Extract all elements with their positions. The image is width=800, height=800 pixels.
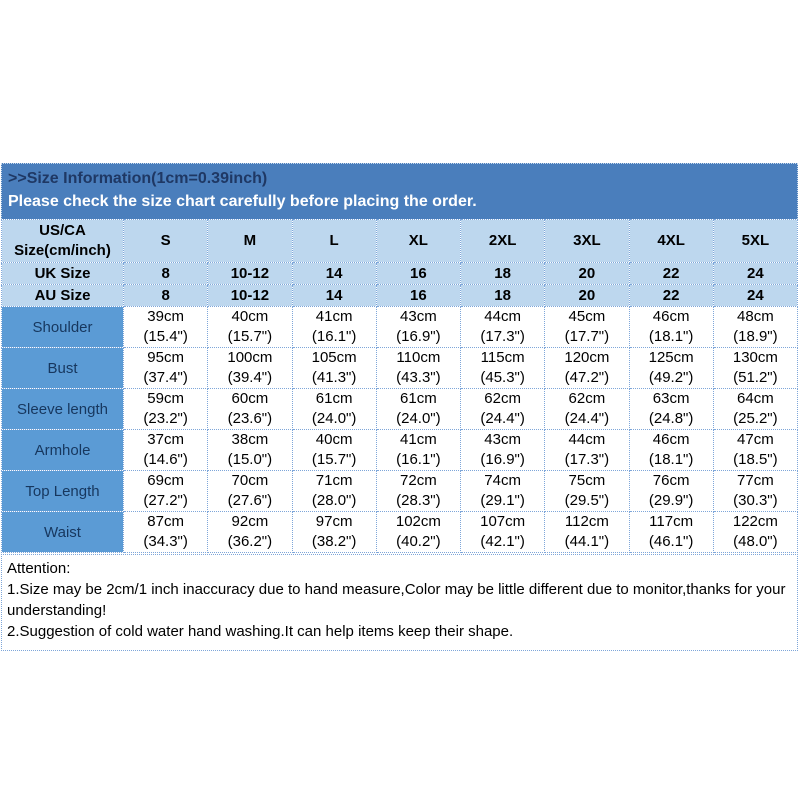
measurement-row-sleeve-length: Sleeve length 59cm (23.2") 60cm (23.6") …	[1, 388, 799, 430]
table-cell: 38cm (15.0")	[207, 429, 293, 471]
table-cell: 44cm (17.3")	[544, 429, 630, 471]
attention-note: Attention: 1.Size may be 2cm/1 inch inac…	[1, 554, 798, 651]
attention-line-1: 1.Size may be 2cm/1 inch inaccuracy due …	[7, 581, 786, 619]
table-cell: 62cm (24.4")	[544, 388, 630, 430]
measurement-row-armhole: Armhole 37cm (14.6") 38cm (15.0") 40cm (…	[1, 429, 799, 471]
table-cell: 16	[375, 262, 462, 285]
table-cell: 95cm (37.4")	[122, 347, 209, 389]
table-cell: 70cm (27.6")	[207, 470, 293, 512]
table-cell: 122cm (48.0")	[712, 511, 799, 553]
au-size-row-label: AU Size	[1, 284, 124, 307]
table-cell: 39cm (15.4")	[122, 306, 209, 348]
table-cell: 87cm (34.3")	[122, 511, 209, 553]
size-col-header-s: S	[122, 219, 209, 263]
table-cell: 72cm (28.3")	[375, 470, 462, 512]
row-label-bust: Bust	[1, 347, 124, 389]
table-cell: 62cm (24.4")	[459, 388, 546, 430]
table-cell: 71cm (28.0")	[291, 470, 377, 512]
table-cell: 43cm (16.9")	[459, 429, 546, 471]
uk-size-row: UK Size 8 10-12 14 16 18 20 22 24	[1, 262, 799, 285]
size-col-header-m: M	[207, 219, 293, 263]
table-cell: 41cm (16.1")	[291, 306, 377, 348]
table-cell: 44cm (17.3")	[459, 306, 546, 348]
table-cell: 112cm (44.1")	[544, 511, 630, 553]
table-cell: 47cm (18.5")	[712, 429, 799, 471]
table-cell: 69cm (27.2")	[122, 470, 209, 512]
size-col-header-2xl: 2XL	[459, 219, 546, 263]
table-cell: 10-12	[207, 262, 293, 285]
table-cell: 60cm (23.6")	[207, 388, 293, 430]
table-cell: 77cm (30.3")	[712, 470, 799, 512]
table-cell: 24	[712, 284, 799, 307]
row-label-top-length: Top Length	[1, 470, 124, 512]
table-cell: 117cm (46.1")	[628, 511, 714, 553]
table-cell: 18	[459, 284, 546, 307]
table-cell: 125cm (49.2")	[628, 347, 714, 389]
table-cell: 63cm (24.8")	[628, 388, 714, 430]
table-cell: 22	[628, 262, 714, 285]
corner-header-us-ca-size: US/CA Size(cm/inch)	[1, 219, 124, 263]
table-cell: 10-12	[207, 284, 293, 307]
size-info-banner: >>Size Information(1cm=0.39inch) Please …	[1, 163, 798, 219]
size-col-header-l: L	[291, 219, 377, 263]
table-cell: 120cm (47.2")	[544, 347, 630, 389]
uk-size-row-label: UK Size	[1, 262, 124, 285]
table-cell: 8	[122, 284, 209, 307]
row-label-armhole: Armhole	[1, 429, 124, 471]
table-cell: 40cm (15.7")	[291, 429, 377, 471]
table-cell: 45cm (17.7")	[544, 306, 630, 348]
table-cell: 14	[291, 262, 377, 285]
table-cell: 105cm (41.3")	[291, 347, 377, 389]
measurement-row-bust: Bust 95cm (37.4") 100cm (39.4") 105cm (4…	[1, 347, 799, 389]
table-cell: 107cm (42.1")	[459, 511, 546, 553]
table-cell: 8	[122, 262, 209, 285]
banner-title: >>Size Information(1cm=0.39inch)	[8, 170, 268, 187]
measurement-row-top-length: Top Length 69cm (27.2") 70cm (27.6") 71c…	[1, 470, 799, 512]
table-cell: 41cm (16.1")	[375, 429, 462, 471]
table-cell: 16	[375, 284, 462, 307]
row-label-waist: Waist	[1, 511, 124, 553]
banner-subtitle: Please check the size chart carefully be…	[8, 193, 477, 210]
table-cell: 61cm (24.0")	[375, 388, 462, 430]
size-col-header-xl: XL	[375, 219, 462, 263]
table-cell: 59cm (23.2")	[122, 388, 209, 430]
table-cell: 46cm (18.1")	[628, 306, 714, 348]
table-cell: 115cm (45.3")	[459, 347, 546, 389]
table-cell: 61cm (24.0")	[291, 388, 377, 430]
table-cell: 97cm (38.2")	[291, 511, 377, 553]
table-cell: 130cm (51.2")	[712, 347, 799, 389]
size-col-header-3xl: 3XL	[544, 219, 630, 263]
measurement-row-shoulder: Shoulder 39cm (15.4") 40cm (15.7") 41cm …	[1, 306, 799, 348]
table-cell: 20	[544, 262, 630, 285]
table-cell: 14	[291, 284, 377, 307]
row-label-sleeve-length: Sleeve length	[1, 388, 124, 430]
table-cell: 40cm (15.7")	[207, 306, 293, 348]
table-cell: 43cm (16.9")	[375, 306, 462, 348]
table-cell: 74cm (29.1")	[459, 470, 546, 512]
size-chart-table: US/CA Size(cm/inch) S M L XL 2XL 3XL 4XL…	[1, 219, 799, 553]
table-cell: 20	[544, 284, 630, 307]
table-cell: 22	[628, 284, 714, 307]
table-cell: 24	[712, 262, 799, 285]
size-header-row: US/CA Size(cm/inch) S M L XL 2XL 3XL 4XL…	[1, 219, 799, 263]
table-cell: 75cm (29.5")	[544, 470, 630, 512]
table-cell: 37cm (14.6")	[122, 429, 209, 471]
table-cell: 46cm (18.1")	[628, 429, 714, 471]
measurement-row-waist: Waist 87cm (34.3") 92cm (36.2") 97cm (38…	[1, 511, 799, 553]
attention-heading: Attention:	[7, 560, 71, 577]
row-label-shoulder: Shoulder	[1, 306, 124, 348]
table-cell: 48cm (18.9")	[712, 306, 799, 348]
table-cell: 102cm (40.2")	[375, 511, 462, 553]
table-cell: 110cm (43.3")	[375, 347, 462, 389]
table-cell: 64cm (25.2")	[712, 388, 799, 430]
size-col-header-5xl: 5XL	[712, 219, 799, 263]
size-col-header-4xl: 4XL	[628, 219, 714, 263]
size-info-sheet: >>Size Information(1cm=0.39inch) Please …	[1, 163, 799, 651]
table-cell: 18	[459, 262, 546, 285]
attention-line-2: 2.Suggestion of cold water hand washing.…	[7, 623, 514, 640]
table-cell: 76cm (29.9")	[628, 470, 714, 512]
table-cell: 100cm (39.4")	[207, 347, 293, 389]
table-cell: 92cm (36.2")	[207, 511, 293, 553]
au-size-row: AU Size 8 10-12 14 16 18 20 22 24	[1, 284, 799, 307]
